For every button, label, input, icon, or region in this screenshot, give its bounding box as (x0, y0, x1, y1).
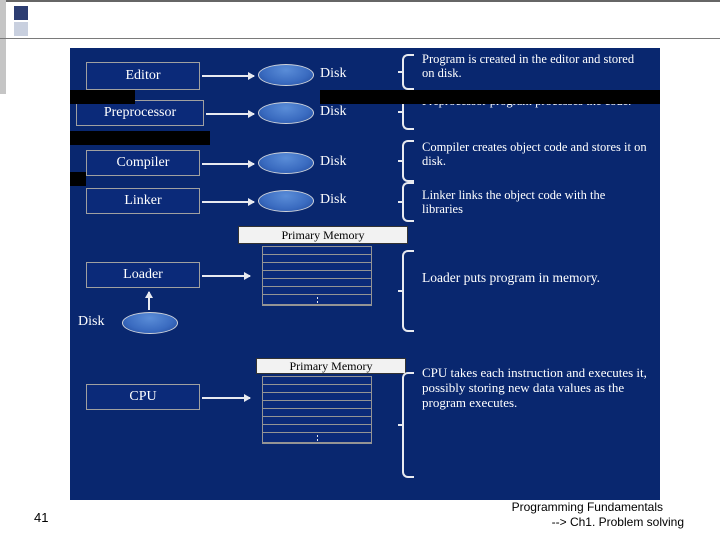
stage-loader: Loader (86, 262, 200, 288)
arrow-right-5 (202, 397, 250, 399)
disk-icon (258, 64, 314, 86)
brace-4 (402, 250, 414, 332)
slide-left-accent (0, 0, 6, 94)
arrow-right-1 (206, 113, 254, 115)
disk-icon (258, 190, 314, 212)
brace-0 (402, 54, 414, 90)
slide-bullet-light (14, 22, 28, 36)
description-2: Compiler creates object code and stores … (422, 140, 648, 169)
slide-divider (0, 38, 720, 39)
brace-5 (402, 372, 414, 478)
stage-compiler: Compiler (86, 150, 200, 176)
disk-label: Disk (320, 192, 346, 208)
slide-bullet-dark (14, 6, 28, 20)
disk-label: Disk (78, 314, 104, 330)
disk-icon (258, 102, 314, 124)
template-dark-bar (70, 172, 86, 186)
template-dark-bar (70, 90, 135, 104)
slide: EditorPreprocessorCompilerLinkerLoaderCP… (0, 0, 720, 540)
stage-cpu: CPU (86, 384, 200, 410)
template-dark-bar (70, 131, 210, 145)
footer-line1: Programming Fundamentals (512, 500, 663, 514)
disk-icon (258, 152, 314, 174)
slide-top-rule (0, 0, 720, 2)
primary-memory-label: Primary Memory (238, 226, 408, 244)
disk-label: Disk (320, 104, 346, 120)
disk-label: Disk (320, 154, 346, 170)
primary-memory-label: Primary Memory (256, 358, 406, 374)
arrow-right-4 (202, 275, 250, 277)
brace-2 (402, 140, 414, 182)
arrow-vert-0 (148, 292, 150, 310)
template-dark-bar (320, 90, 660, 104)
arrow-right-2 (202, 163, 254, 165)
description-5: CPU takes each instruction and executes … (422, 366, 654, 411)
page-number: 41 (34, 510, 48, 525)
description-0: Program is created in the editor and sto… (422, 52, 648, 81)
diagram-canvas: EditorPreprocessorCompilerLinkerLoaderCP… (70, 48, 660, 500)
arrow-right-3 (202, 201, 254, 203)
disk-icon (122, 312, 178, 334)
footer-line2: --> Ch1. Problem solving (552, 515, 684, 529)
description-3: Linker links the object code with the li… (422, 188, 648, 217)
footer-text: Programming Fundamentals --> Ch1. Proble… (512, 500, 684, 530)
brace-3 (402, 182, 414, 222)
memory-block-1 (262, 376, 372, 444)
memory-block-0 (262, 246, 372, 306)
description-4: Loader puts program in memory. (422, 270, 648, 286)
arrow-right-0 (202, 75, 254, 77)
stage-linker: Linker (86, 188, 200, 214)
stage-editor: Editor (86, 62, 200, 90)
disk-label: Disk (320, 66, 346, 82)
